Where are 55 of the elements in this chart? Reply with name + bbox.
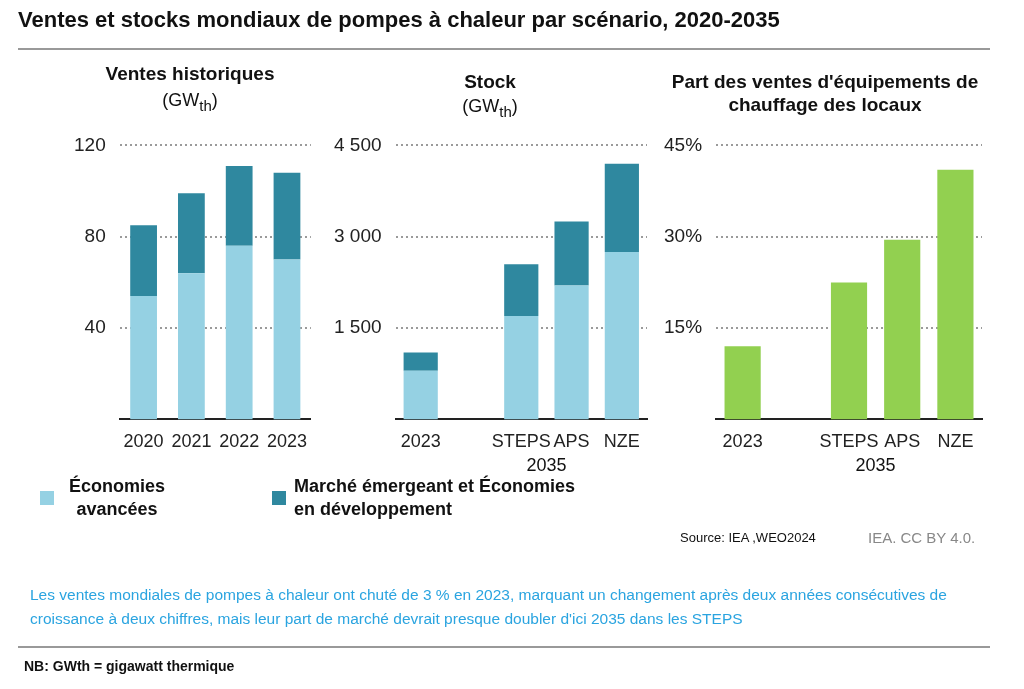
bar <box>504 264 539 316</box>
bar <box>604 163 639 252</box>
legend-label: Marché émergeant et Économies en développement <box>294 475 577 521</box>
y-tick-label: 45% <box>664 133 703 155</box>
text: 2035 <box>525 455 568 475</box>
bar <box>403 352 438 371</box>
chart-title: Part des ventes d'équipements de chauffage des locaux <box>670 70 980 116</box>
bar <box>937 169 974 420</box>
bar <box>604 251 639 420</box>
bar <box>403 370 438 420</box>
y-axis-title: (GW$_{th}$) <box>461 96 519 120</box>
x-tick-label: APS <box>553 431 590 452</box>
x-tick-label: 2023 <box>400 431 441 452</box>
bar <box>273 259 301 420</box>
bar <box>178 193 205 274</box>
text: NB: GWth = gigawatt thermique <box>24 658 236 674</box>
bar <box>830 282 868 420</box>
y-tick-label: 1 500 <box>334 316 382 338</box>
bar <box>130 225 157 297</box>
x-tick-label: STEPS <box>819 431 879 452</box>
bar <box>273 172 301 260</box>
bar <box>554 221 589 286</box>
text: Ventes et stocks mondiaux de pompes à chaleur par scénario, 2020-2035 <box>18 7 781 32</box>
chart-subtitle: Ventes historiques <box>104 62 276 85</box>
x-tick-label: 2021 <box>171 431 212 452</box>
bar <box>178 273 205 420</box>
bar <box>130 296 157 420</box>
y-tick-label: 3 000 <box>334 224 382 246</box>
x-tick-label: STEPS <box>491 431 551 452</box>
x-tick-label: APS <box>884 431 921 452</box>
y-tick-label: 15% <box>664 316 703 338</box>
y-tick-label: 80 <box>84 224 106 246</box>
chart-title: Stock <box>463 70 517 93</box>
x-tick-label: NZE <box>937 431 974 452</box>
x-tick-label: 2023 <box>266 431 307 452</box>
bar <box>225 165 253 246</box>
x-tick-label: 2022 <box>219 431 260 452</box>
y-tick-label: 4 500 <box>334 133 382 155</box>
bar <box>225 245 253 420</box>
y-tick-label: 30% <box>664 224 703 246</box>
x-tick-label: 2020 <box>123 431 164 452</box>
bar <box>554 285 589 420</box>
bar <box>504 315 539 420</box>
text: 2035 <box>854 455 897 476</box>
bar <box>724 346 761 420</box>
source-note: Source: IEA ,WEO2024 <box>680 530 816 545</box>
text: IEA. CC BY 4.0. <box>868 529 977 546</box>
bar <box>884 239 921 420</box>
legend-label: Économies avancées <box>68 475 166 521</box>
text: Les ventes mondiales de pompes à chaleur ont chuté de 3 % en 2023, marquant un changement après deux années consécutives de croissance à deux chiffres, mais leur part de marché devrait presque doubler d'ici 2035 dans les STEPS <box>30 585 948 629</box>
y-axis-title: (GW$_{th}$) <box>161 90 219 114</box>
x-tick-label: NZE <box>603 431 640 452</box>
y-tick-label: 120 <box>74 133 106 155</box>
x-tick-label: 2023 <box>722 431 763 452</box>
y-tick-label: 40 <box>84 316 106 338</box>
